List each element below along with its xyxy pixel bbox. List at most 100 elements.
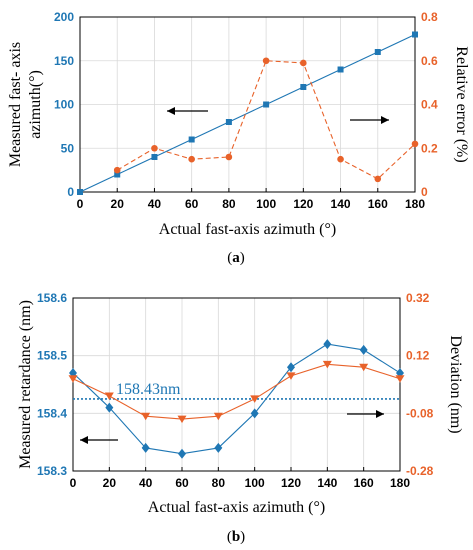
- panel-b-caption: (b): [227, 529, 245, 545]
- panel-a-caption-letter: a: [232, 250, 240, 266]
- panel-b-x-tick-label: 140: [317, 476, 337, 490]
- panel-a-series-0-point: [374, 49, 381, 55]
- panel-a-series-0-point: [188, 136, 195, 143]
- panel-b-right-axis-title: Deviation (nm): [447, 335, 464, 433]
- panel-b-x-tick-label: 20: [103, 476, 117, 490]
- panel-a-x-tick-label: 20: [111, 197, 125, 211]
- panel-a-left-arrow-head: [167, 107, 175, 115]
- panel-a-series-0-point: [412, 31, 418, 38]
- panel-b-plot-frame: [72, 297, 401, 472]
- panel-a-series-1-point: [113, 166, 121, 174]
- panel-b-caption-letter: b: [232, 529, 240, 545]
- panel-b-right-tick-label: -0.28: [406, 464, 434, 478]
- panel-a-left-axis-title: azimuth(°): [27, 70, 44, 139]
- panel-a-series-0-point: [77, 189, 83, 195]
- panel-a-series-1-point: [337, 155, 344, 163]
- panel-b-series-0-point: [323, 339, 332, 350]
- panel-a-x-tick-label: 180: [405, 197, 425, 211]
- panel-b-x-tick-label: 60: [175, 476, 189, 490]
- panel-a-right-tick-label: 0.8: [421, 10, 438, 24]
- panel-b-x-axis-title: Actual fast-axis azimuth (°): [148, 499, 325, 516]
- panel-b-x-tick-label: 100: [245, 476, 265, 490]
- panel-a-right-arrow-head: [381, 116, 389, 124]
- panel-a-series-0-point: [337, 66, 344, 73]
- panel-a-x-tick-label: 40: [148, 197, 162, 211]
- panel-a-left-axis-title: Measured fast- axis: [7, 42, 24, 167]
- panel-b-series-0-point: [178, 448, 186, 459]
- panel-a-series-0-line: [79, 34, 416, 193]
- panel-b-x-tick-label: 160: [354, 476, 374, 490]
- panel-a-series-1-point: [188, 155, 195, 163]
- panel-b-series-1-point: [359, 363, 369, 372]
- panel-b-series-1-point: [322, 360, 332, 369]
- panel-b-series-0-point: [214, 442, 223, 453]
- panel-b-series-1: [68, 360, 405, 424]
- panel-b-series-0-point: [359, 344, 368, 355]
- panel-b-series-0-point: [250, 408, 259, 419]
- panel-a-left-tick-label: 200: [54, 10, 74, 24]
- panel-a-left-tick-label: 100: [54, 98, 74, 112]
- panel-a-series-1-point: [151, 144, 158, 152]
- panel-a-right-tick-label: 0: [421, 185, 428, 199]
- panel-b-series-1-point: [177, 415, 187, 424]
- panel-a-series-1: [113, 57, 419, 183]
- panel-a-x-tick-label: 140: [331, 197, 351, 211]
- panel-b-series-1-point: [250, 395, 260, 403]
- panel-b-left-tick-label: 158.4: [37, 406, 67, 420]
- panel-a-series-0-point: [225, 119, 232, 125]
- panel-a-series-1-point: [411, 140, 419, 148]
- panel-a-grid: [79, 16, 416, 193]
- panel-b-series-0-point: [105, 402, 114, 413]
- panel-a-x-axis-title: Actual fast-axis azimuth (°): [159, 221, 336, 238]
- panel-a-right-axis-title: Relative error (%): [453, 46, 470, 162]
- panel-b-x-tick-label: 0: [70, 476, 77, 490]
- panel-b-series-1-line: [72, 363, 401, 420]
- panel-b-right-tick-label: 0.12: [406, 349, 430, 363]
- panel-b-series-0-line: [72, 343, 401, 455]
- panel-b-right-tick-label: -0.08: [406, 406, 434, 420]
- panel-b-chart: 0 20 40 60 80 100 120 140 160 180 158.3 158.4 158.5 1…: [17, 291, 464, 516]
- panel-a-x-tick-label: 120: [293, 197, 313, 211]
- panel-b-series-1-point: [286, 372, 296, 380]
- panel-a-series-0-point: [263, 101, 270, 108]
- panel-b-left-axis-title: Measured retardance (nm): [17, 300, 34, 469]
- panel-a-x-tick-label: 160: [368, 197, 388, 211]
- panel-b-series-0-point: [287, 362, 295, 373]
- panel-b-series-0-point: [141, 442, 150, 453]
- panel-a-left-tick-label: 50: [61, 141, 75, 155]
- panel-a-series-0: [77, 31, 418, 195]
- panel-a-caption: (a): [227, 250, 245, 266]
- panel-b-x-tick-label: 180: [390, 476, 410, 490]
- panel-b-x-tick-label: 120: [281, 476, 301, 490]
- panel-a-series-1-point: [300, 59, 307, 67]
- panel-b-series-1-point: [141, 412, 151, 421]
- panel-b-left-arrow-head: [80, 436, 88, 444]
- panel-b-x-tick-label: 40: [139, 476, 153, 490]
- panel-a-series-1-point: [225, 153, 233, 161]
- panel-b-series-1-point: [68, 375, 78, 383]
- panel-b-x-tick-label: 80: [212, 476, 226, 490]
- panel-b-series-1-point: [395, 375, 405, 383]
- panel-a-series-0-point: [151, 154, 158, 160]
- panel-a-chart: 0 20 40 60 80 100 120 140 160 18005010015020000.2…: [7, 10, 470, 238]
- panel-a-series-1-point: [262, 57, 270, 65]
- panel-b-left-tick-label: 158.3: [37, 464, 67, 478]
- panel-a-right-tick-label: 0.4: [421, 98, 438, 112]
- panel-a-series-0-point: [300, 84, 307, 90]
- panel-b-left-tick-label: 158.6: [37, 291, 67, 305]
- panel-a-right-tick-label: 0.6: [421, 54, 438, 68]
- panel-a-x-tick-label: 80: [222, 197, 236, 211]
- panel-a-left-tick-label: 150: [54, 54, 74, 68]
- panel-b-left-tick-label: 158.5: [37, 349, 67, 363]
- panel-a-series-0-point: [114, 171, 121, 178]
- panel-b-series-0: [69, 339, 404, 459]
- panel-b-series-1-point: [213, 412, 223, 421]
- panel-b-right-tick-label: 0.32: [406, 291, 430, 305]
- panel-a-series-1-point: [374, 175, 382, 183]
- panel-b-right-arrow-head: [376, 410, 384, 418]
- panel-b-series-1-point: [104, 392, 114, 401]
- panel-a-x-tick-label: 60: [185, 197, 199, 211]
- panel-a-right-tick-label: 0.2: [421, 141, 438, 155]
- panel-a-x-tick-label: 0: [77, 197, 84, 211]
